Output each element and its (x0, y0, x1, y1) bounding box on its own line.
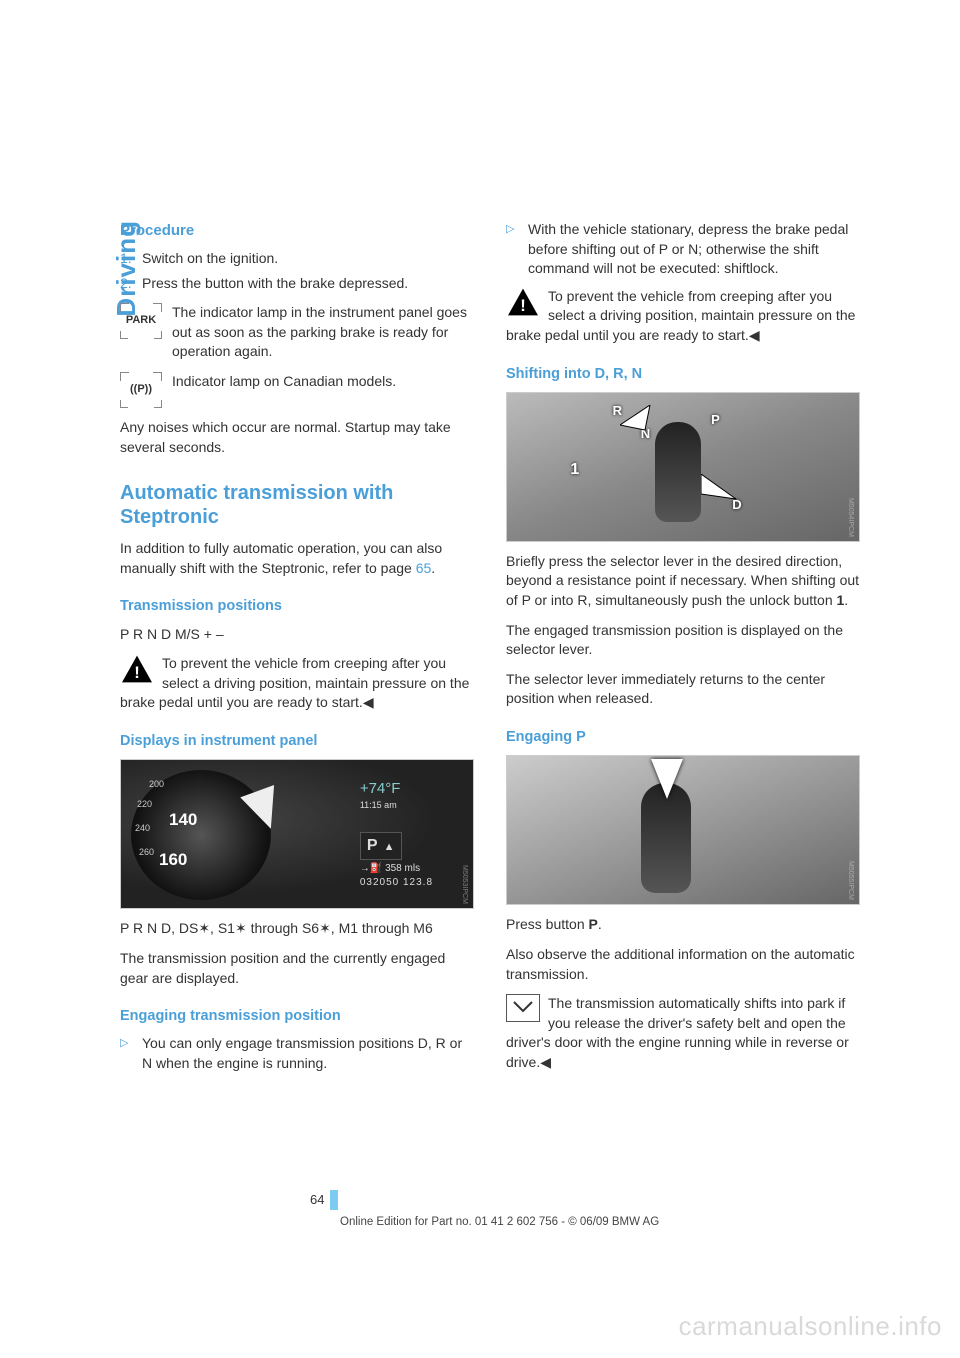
heading-procedure: Procedure (120, 220, 474, 241)
engp-p1: Press button P. (506, 915, 860, 935)
figure-id: M5054IPCM (845, 498, 855, 537)
shift-drn-p2: The engaged transmission position is dis… (506, 621, 860, 660)
procedure-steps: 1. Switch on the ignition. 2. Press the … (120, 249, 474, 293)
left-column: Procedure 1. Switch on the ignition. 2. … (120, 220, 474, 1086)
heading-engaging-p: Engaging P (506, 727, 860, 747)
canadian-indicator-text: Indicator lamp on Canadian models. (172, 372, 396, 392)
heading-shifting-drn: Shifting into D, R, N (506, 364, 860, 384)
step-text: Switch on the ignition. (142, 249, 278, 269)
park-indicator-row: PARK The indicator lamp in the instrumen… (120, 303, 474, 362)
park-indicator-text: The indicator lamp in the instrument pan… (172, 303, 474, 362)
shift-drn-p1: Briefly press the selector lever in the … (506, 552, 860, 611)
warning-icon: ! (120, 654, 154, 684)
end-mark-icon: ◀ (749, 327, 760, 343)
startup-noise-note: Any noises which occur are normal. Start… (120, 418, 474, 457)
heading-automatic-transmission: Automatic transmission with Steptronic (120, 481, 474, 529)
display-gear: P (367, 837, 378, 854)
park-icon: PARK (120, 303, 162, 339)
page-number: 64 (310, 1190, 338, 1210)
step-text: Press the button with the brake depresse… (142, 274, 408, 294)
copyright-line: Online Edition for Part no. 01 41 2 602 … (340, 1214, 659, 1230)
step-2: 2. Press the button with the brake depre… (120, 274, 474, 294)
end-mark-icon: ◀ (540, 1054, 551, 1070)
svg-text:!: ! (134, 663, 140, 682)
page-ref-link[interactable]: 65 (416, 560, 432, 576)
bullet-icon: ▷ (506, 220, 528, 279)
figure-instrument-panel: 200 220 240 260 140 160 +74°F 11:15 am P… (120, 759, 474, 909)
display-description: The transmission position and the curren… (120, 949, 474, 988)
step-number: 2. (120, 274, 142, 294)
auto-intro: In addition to fully automatic operation… (120, 539, 474, 578)
step-1: 1. Switch on the ignition. (120, 249, 474, 269)
figure-engaging-p: M5055IPCM (506, 755, 860, 905)
step-number: 1. (120, 249, 142, 269)
heading-engaging-transmission-position: Engaging transmission position (120, 1006, 474, 1026)
note-icon (506, 994, 540, 1022)
figure-shift-drn: R N P D 1 M5054IPCM (506, 392, 860, 542)
canadian-indicator-row: ((P)) Indicator lamp on Canadian models. (120, 372, 474, 408)
right-column: ▷ With the vehicle stationary, depress t… (506, 220, 860, 1086)
bullet-icon: ▷ (120, 1034, 142, 1073)
heading-transmission-positions: Transmission positions (120, 596, 474, 616)
warning-creep-2: ! To prevent the vehicle from creeping a… (506, 287, 860, 346)
note-auto-park: The transmission automatically shifts in… (506, 994, 860, 1072)
transmission-positions-line: P R N D M/S + – (120, 625, 474, 645)
shift-drn-p3: The selector lever immediately returns t… (506, 670, 860, 709)
page-content: Procedure 1. Switch on the ignition. 2. … (120, 220, 860, 1086)
display-range: 358 mls (385, 863, 420, 874)
display-caption: P R N D, DS✶, S1✶ through S6✶, M1 throug… (120, 919, 474, 939)
heading-displays-instrument: Displays in instrument panel (120, 731, 474, 751)
figure-id: M5055IPCM (845, 861, 855, 900)
engp-p2: Also observe the additional information … (506, 945, 860, 984)
display-odometer: 032050 123.8 (360, 876, 433, 890)
site-watermark: carmanualsonline.info (679, 1308, 942, 1344)
warning-icon: ! (506, 287, 540, 317)
display-temp: +74°F (360, 778, 433, 799)
bullet-shiftlock: ▷ With the vehicle stationary, depress t… (506, 220, 860, 279)
end-mark-icon: ◀ (363, 694, 374, 710)
canadian-p-icon: ((P)) (120, 372, 162, 408)
display-time: 11:15 am (360, 799, 433, 812)
figure-id: M5053IPCM (459, 865, 469, 904)
warning-creep-1: ! To prevent the vehicle from creeping a… (120, 654, 474, 713)
bullet-engage-drn: ▷ You can only engage transmission posit… (120, 1034, 474, 1073)
svg-text:!: ! (520, 296, 526, 315)
